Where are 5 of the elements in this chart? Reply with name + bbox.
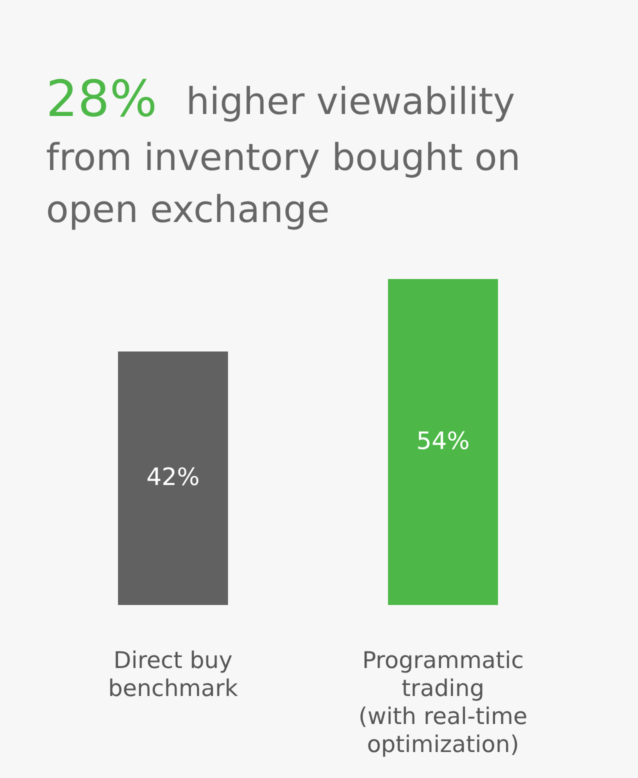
chart-title: 28% higher viewability from inventory bought on open exchange xyxy=(46,70,521,231)
x-tick-label: Direct buy benchmark xyxy=(108,648,239,702)
data-label: 42% xyxy=(146,463,200,492)
x-tick-label: Programmatic trading (with real-time optimization) xyxy=(358,648,528,758)
data-label: 54% xyxy=(416,427,470,455)
